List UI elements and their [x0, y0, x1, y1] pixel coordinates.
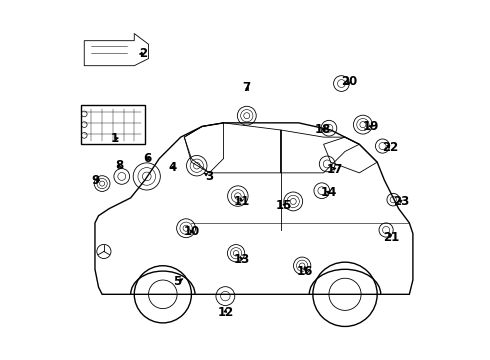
Text: 5: 5	[173, 275, 181, 288]
Text: 11: 11	[233, 195, 249, 208]
Text: 18: 18	[315, 123, 331, 136]
Text: 4: 4	[169, 161, 177, 174]
Text: 14: 14	[321, 186, 337, 199]
Text: 17: 17	[327, 163, 343, 176]
Text: 16: 16	[297, 265, 313, 278]
Text: 2: 2	[139, 47, 147, 60]
Text: 8: 8	[115, 159, 123, 172]
Text: 7: 7	[243, 81, 251, 94]
Text: 15: 15	[276, 198, 293, 212]
Text: 13: 13	[234, 253, 250, 266]
Text: 21: 21	[383, 231, 399, 244]
Text: 1: 1	[111, 132, 119, 145]
Text: 22: 22	[382, 141, 398, 154]
Text: 19: 19	[363, 120, 379, 133]
Text: 10: 10	[183, 225, 199, 238]
Text: 9: 9	[92, 174, 100, 186]
Text: 6: 6	[144, 152, 152, 165]
Text: 23: 23	[393, 195, 410, 208]
Text: 12: 12	[217, 306, 233, 319]
Text: 3: 3	[205, 170, 213, 183]
Text: 20: 20	[341, 75, 357, 88]
